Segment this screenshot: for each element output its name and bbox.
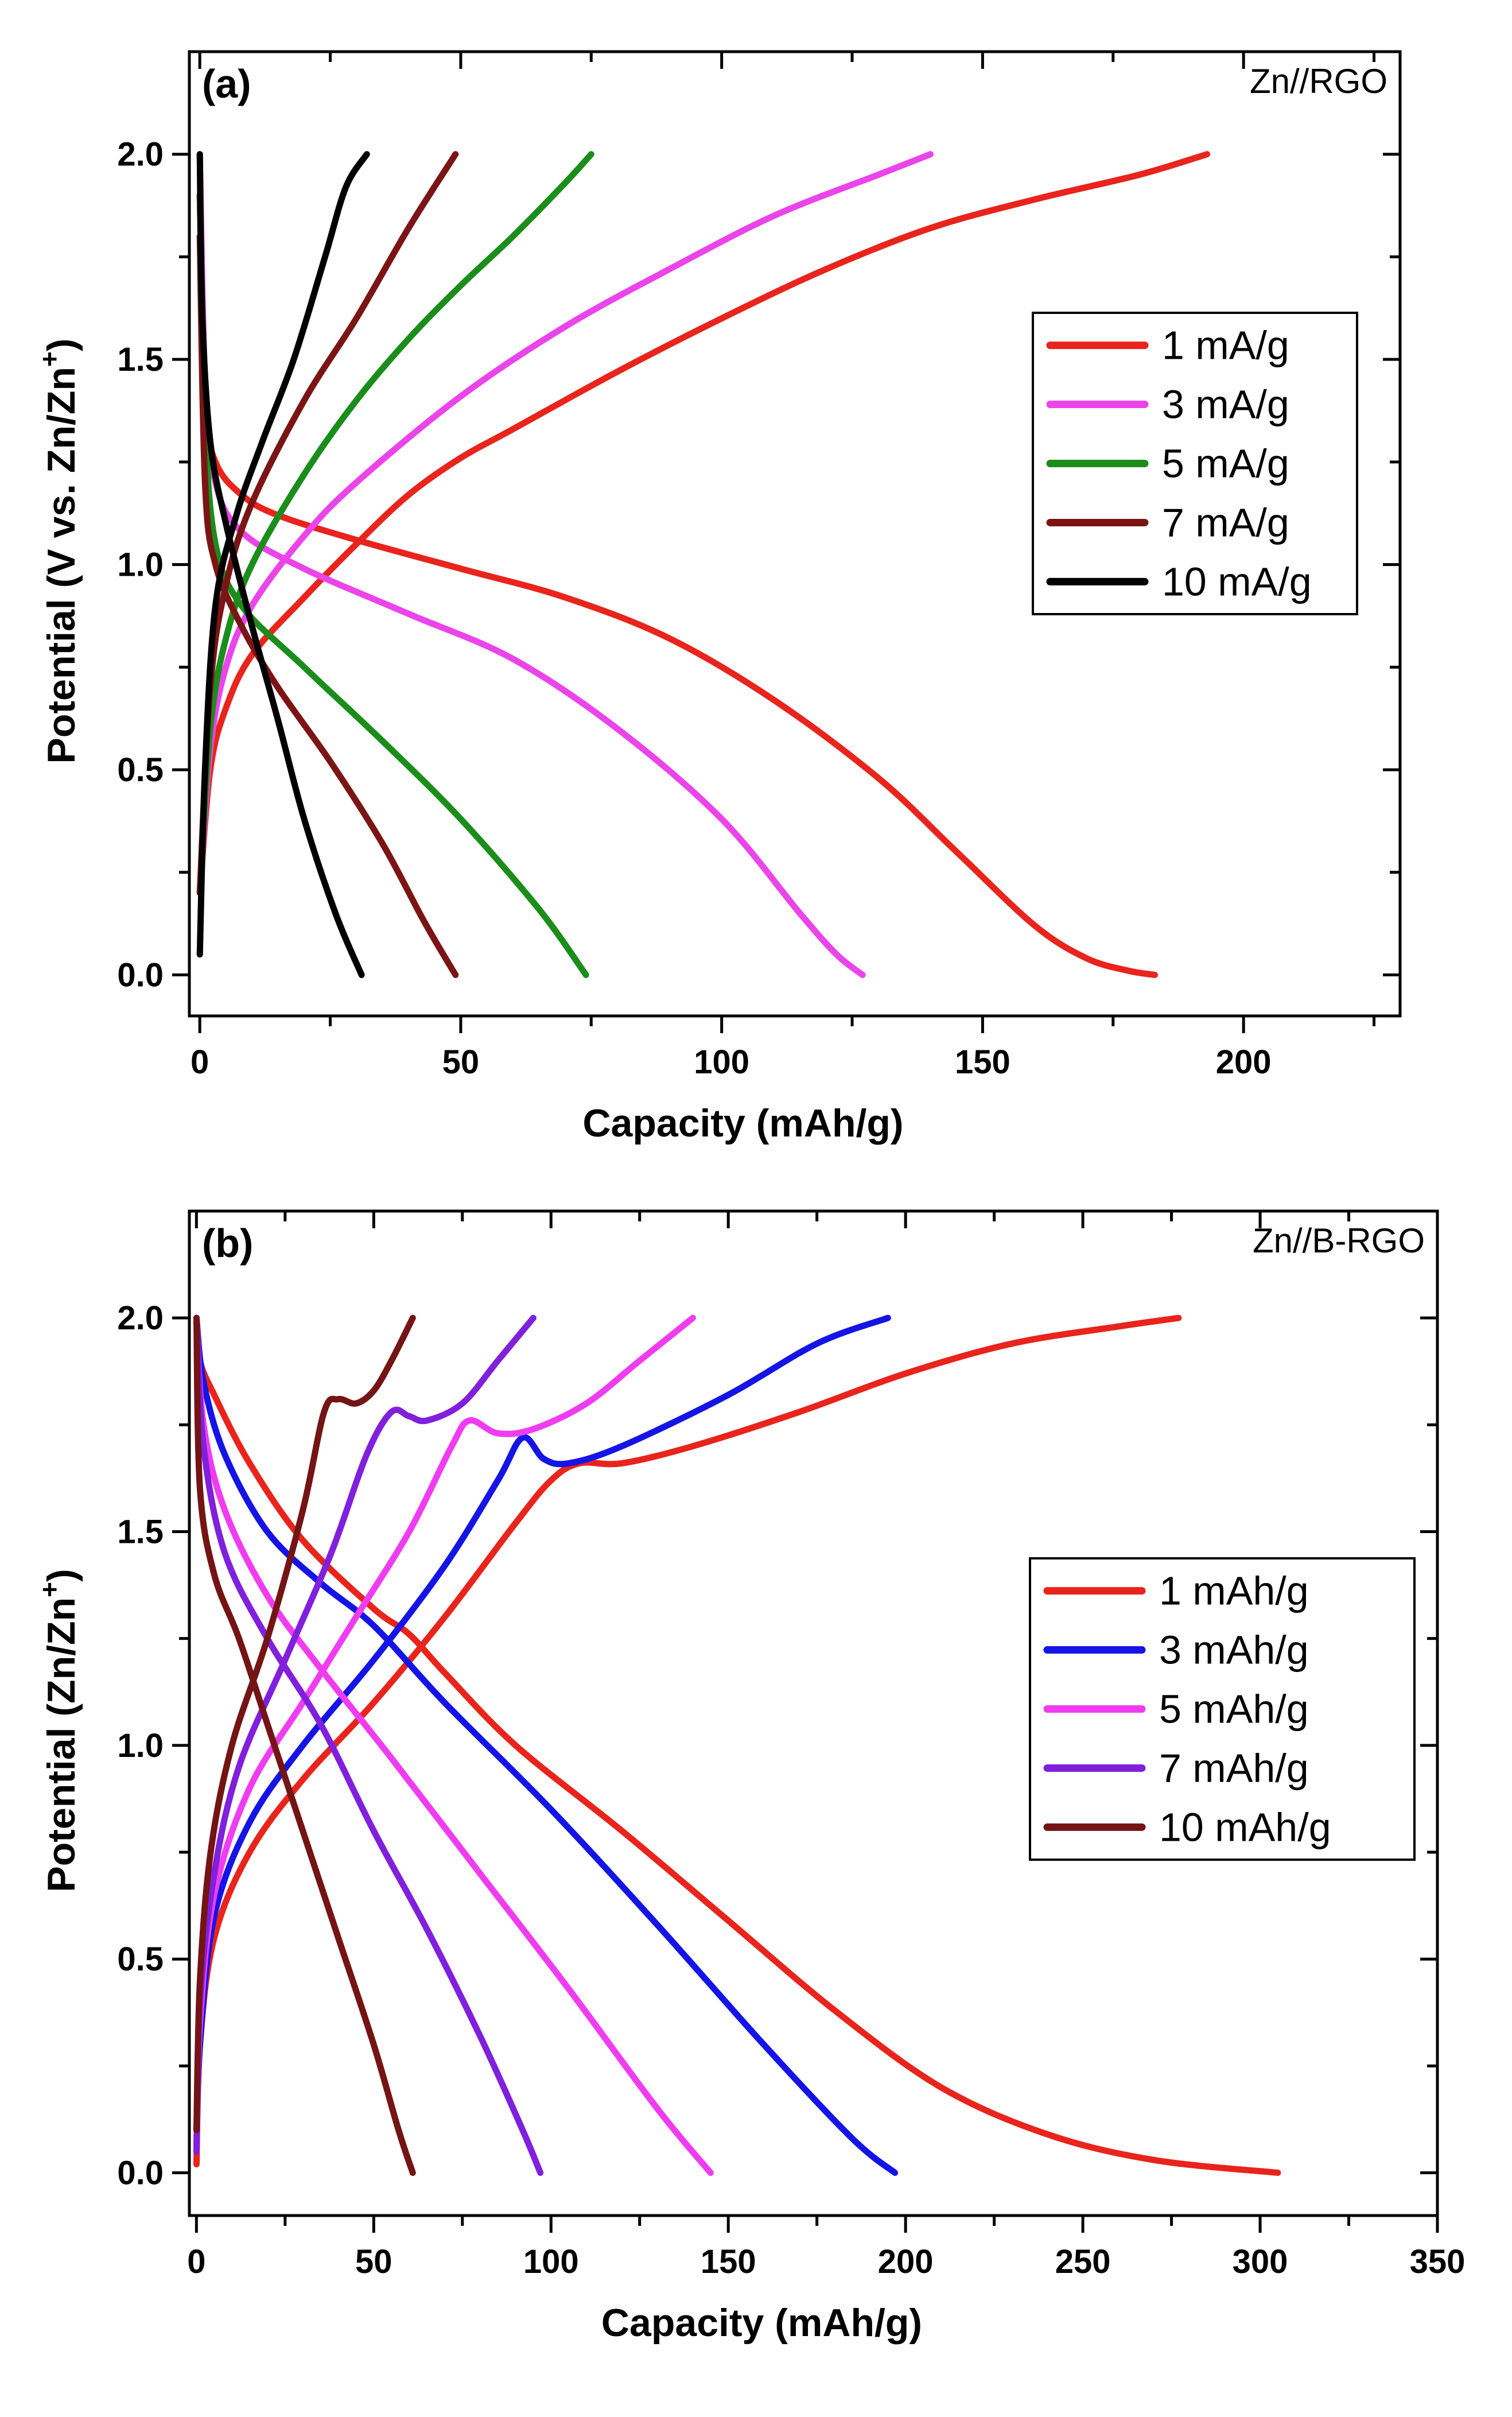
legend-label: 5 mA/g	[1162, 441, 1289, 486]
legend: 1 mAh/g 3 mAh/g 5 mAh/g 7 mAh/g 10 mAh/g	[1029, 1557, 1416, 1861]
y-axis-title: Potential (V vs. Zn/Zn+)	[34, 339, 83, 764]
y-tick-label: 2.0	[117, 136, 164, 173]
series-1-charge-curve	[196, 151, 1210, 896]
plot-frame	[188, 1209, 1439, 2217]
series-4-discharge-curve	[196, 233, 459, 978]
legend: 1 mA/g 3 mA/g 5 mA/g 7 mA/g 10 mA/g	[1032, 312, 1358, 615]
series-4-charge-curve	[193, 1314, 537, 2155]
y-tick-label: 0.0	[117, 957, 164, 994]
x-tick-label: 50	[355, 2243, 392, 2280]
series-4-discharge-curve	[193, 1314, 544, 2176]
series-5-discharge-curve	[196, 151, 365, 978]
legend-label: 7 mA/g	[1162, 500, 1289, 545]
x-tick-label: 50	[442, 1043, 480, 1081]
legend-label: 3 mAh/g	[1159, 1628, 1309, 1673]
x-tick-label: 0	[191, 1043, 209, 1081]
corner-label: Zn//B-RGO	[1253, 1221, 1425, 1260]
plot-frame	[188, 50, 1402, 1018]
series-5-discharge-curve	[193, 1314, 416, 2176]
x-tick-label: 200	[1216, 1043, 1272, 1081]
series-1-discharge-curve	[193, 1314, 1281, 2176]
series-2-discharge-curve	[193, 1314, 899, 2176]
series-1-discharge-curve	[196, 192, 1158, 978]
legend-label: 10 mA/g	[1162, 559, 1312, 604]
y-tick-label: 1.0	[117, 546, 164, 584]
y-tick-label: 2.0	[117, 1299, 164, 1337]
y-axis-title: Potential (Zn/Zn+)	[34, 1569, 83, 1892]
series-5-charge-curve	[196, 151, 370, 958]
chart-panel-a: 0 50 100 150 200 0.0 0.5 1.0 1.5 2.0 Capacity (mAh…	[34, 50, 1402, 1145]
chart-panel-b: 0 50 100 150 200 250 300 350 0.0 0.5 1.0 1.5 2.0 Capa…	[34, 1209, 1466, 2345]
y-tick-label: 1.5	[117, 1514, 164, 1551]
series-group	[193, 1314, 1281, 2176]
legend-label: 10 mAh/g	[1159, 1805, 1331, 1849]
x-axis-title: Capacity (mAh/g)	[582, 1101, 903, 1145]
y-tick-label: 1.5	[117, 341, 164, 378]
y-tick-label: 0.5	[117, 1941, 164, 1978]
legend-label: 5 mAh/g	[1159, 1687, 1309, 1732]
x-tick-label: 150	[955, 1043, 1010, 1081]
corner-label: Zn//RGO	[1250, 62, 1387, 100]
x-tick-label: 150	[701, 2243, 756, 2280]
x-tick-label: 350	[1410, 2243, 1466, 2280]
panel-tag: (b)	[202, 1221, 253, 1266]
series-3-discharge-curve	[193, 1314, 714, 2176]
panel-tag: (a)	[202, 61, 251, 106]
y-tick-label: 0.5	[117, 751, 164, 789]
series-2-charge-curve	[193, 1314, 891, 2155]
series-2-charge-curve	[196, 151, 934, 896]
x-tick-label: 250	[1055, 2243, 1111, 2280]
x-tick-label: 100	[523, 2243, 579, 2280]
legend-label: 3 mA/g	[1162, 382, 1289, 427]
series-3-charge-curve	[196, 151, 594, 896]
x-tick-label: 100	[694, 1043, 749, 1081]
series-1-charge-curve	[193, 1314, 1182, 2168]
legend-label: 7 mAh/g	[1159, 1745, 1309, 1790]
series-group	[196, 151, 1210, 978]
x-tick-label: 0	[187, 2243, 205, 2280]
legend-label: 1 mAh/g	[1159, 1569, 1309, 1613]
series-5-charge-curve	[193, 1314, 416, 2133]
x-axis-title: Capacity (mAh/g)	[601, 2301, 922, 2345]
x-tick-label: 300	[1233, 2243, 1288, 2280]
y-tick-label: 0.0	[117, 2155, 164, 2192]
legend-label: 1 mA/g	[1162, 323, 1289, 368]
y-tick-label: 1.0	[117, 1727, 164, 1764]
x-tick-label: 200	[878, 2243, 934, 2280]
